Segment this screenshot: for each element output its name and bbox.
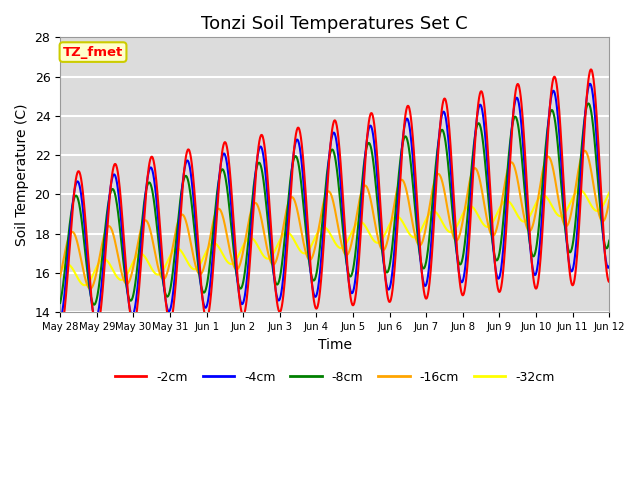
Legend: -2cm, -4cm, -8cm, -16cm, -32cm: -2cm, -4cm, -8cm, -16cm, -32cm <box>110 366 559 389</box>
Text: TZ_fmet: TZ_fmet <box>63 46 123 59</box>
Y-axis label: Soil Temperature (C): Soil Temperature (C) <box>15 104 29 246</box>
X-axis label: Time: Time <box>317 337 352 352</box>
Title: Tonzi Soil Temperatures Set C: Tonzi Soil Temperatures Set C <box>202 15 468 33</box>
